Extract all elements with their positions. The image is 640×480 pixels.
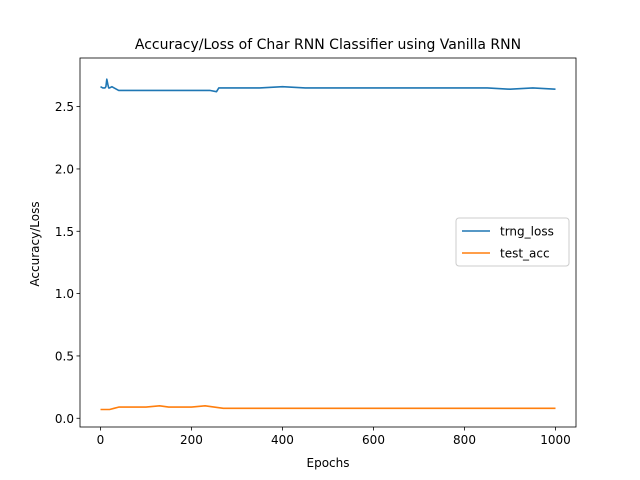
y-tick-label: 0.5 xyxy=(55,349,74,363)
y-tick-label: 2.5 xyxy=(55,100,74,114)
y-tick-label: 2.0 xyxy=(55,162,74,176)
chart-title: Accuracy/Loss of Char RNN Classifier usi… xyxy=(135,37,521,53)
series-line-trng-loss xyxy=(100,78,556,93)
x-tick-label: 400 xyxy=(271,433,294,447)
x-tick-label: 200 xyxy=(180,433,203,447)
x-tick-label: 600 xyxy=(362,433,385,447)
y-tick-label: 0.0 xyxy=(55,412,74,426)
x-tick-label: 1000 xyxy=(540,433,571,447)
plot-area xyxy=(100,78,556,411)
legend-label-trng-loss: trng_loss xyxy=(500,225,554,239)
x-tick-label: 0 xyxy=(97,433,105,447)
series-line-test-acc xyxy=(100,404,556,411)
legend-label-test-acc: test_acc xyxy=(500,247,550,261)
x-axis-label: Epochs xyxy=(307,456,350,470)
legend: trng_loss test_acc xyxy=(455,217,570,267)
legend-box xyxy=(455,217,570,267)
axes: 0 200 400 600 800 1000 0.0 0.5 1.0 1.5 2.0 2.5 xyxy=(55,57,577,447)
x-tick-label: 800 xyxy=(453,433,476,447)
plot-frame xyxy=(79,57,577,428)
y-axis-label: Accuracy/Loss xyxy=(28,201,42,286)
y-tick-label: 1.5 xyxy=(55,225,74,239)
y-tick-label: 1.0 xyxy=(55,287,74,301)
